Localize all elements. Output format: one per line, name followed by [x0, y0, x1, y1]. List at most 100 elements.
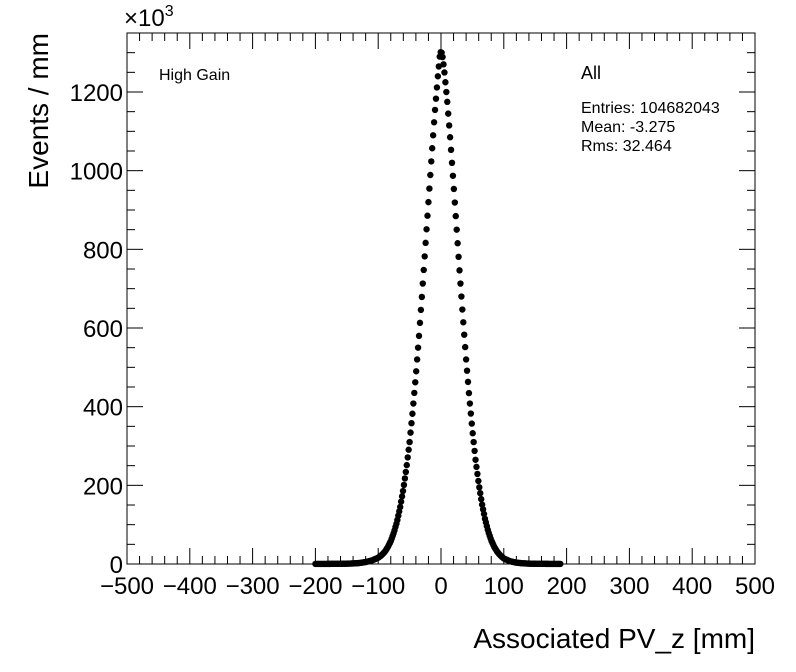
data-point: [468, 420, 475, 427]
data-point: [460, 319, 467, 326]
data-point: [434, 73, 442, 80]
data-point: [400, 481, 408, 489]
data-point: [415, 332, 423, 340]
data-point: [448, 159, 456, 166]
stats-mean: Mean: -3.275: [581, 119, 675, 136]
data-point: [428, 158, 435, 165]
data-point: [422, 239, 429, 247]
data-point: [418, 293, 426, 301]
data-point: [401, 475, 409, 482]
data-point: [416, 319, 424, 327]
x-tick-label: 200: [547, 573, 587, 600]
data-point: [443, 88, 450, 96]
x-axis-title: Associated PV_z [mm]: [473, 623, 755, 654]
data-point: [407, 429, 414, 436]
data-point: [399, 487, 407, 495]
y-tick-label: 0: [110, 552, 123, 579]
data-point: [475, 477, 482, 485]
y-tick-label: 200: [83, 473, 123, 500]
y-multiplier: ×103: [124, 3, 174, 32]
data-point: [470, 438, 477, 446]
data-point: [454, 240, 461, 247]
data-point: [473, 463, 480, 471]
data-point: [405, 446, 412, 453]
data-point: [445, 122, 453, 129]
data-point: [445, 110, 452, 117]
x-tick-label: 300: [609, 573, 649, 600]
data-point: [474, 470, 481, 478]
data-point: [425, 198, 432, 206]
y-tick-label: 400: [83, 395, 123, 422]
x-tick-label: −100: [351, 573, 405, 600]
y-tick-label: 600: [83, 316, 123, 343]
data-point: [469, 430, 476, 437]
stats-entries: Entries: 104682043: [581, 100, 720, 117]
data-markers: [312, 48, 564, 568]
data-point: [429, 132, 437, 139]
data-point: [463, 367, 471, 374]
data-point: [408, 419, 415, 427]
data-point: [398, 493, 406, 500]
ticks: [126, 32, 756, 565]
x-tick-label: 100: [484, 573, 524, 600]
data-point: [439, 53, 446, 61]
data-point: [413, 356, 421, 363]
data-point: [459, 306, 466, 313]
data-point: [477, 495, 485, 503]
data-point: [446, 134, 454, 141]
data-point: [457, 280, 464, 287]
stats-rms: Rms: 32.464: [581, 138, 672, 155]
data-point: [426, 185, 433, 192]
x-tick-label: 0: [434, 573, 447, 600]
stats-title: All: [581, 63, 601, 83]
data-point: [465, 389, 473, 397]
data-point: [449, 172, 457, 179]
data-point: [403, 461, 410, 469]
data-point: [404, 454, 411, 461]
data-point: [477, 490, 484, 497]
data-point: [427, 171, 434, 179]
data-point: [406, 438, 413, 446]
data-point: [466, 400, 474, 407]
data-point: [461, 343, 469, 351]
annotation-high-gain: High Gain: [159, 67, 230, 84]
y-tick-label: 1000: [70, 159, 123, 186]
data-point: [421, 253, 428, 260]
data-point: [467, 410, 475, 417]
data-point: [462, 356, 470, 363]
data-point: [455, 253, 462, 261]
y-tick-label: 1200: [70, 80, 123, 107]
data-point: [472, 456, 479, 463]
data-point: [414, 344, 422, 351]
data-point: [396, 503, 404, 511]
data-point: [423, 226, 430, 233]
data-point: [432, 95, 440, 102]
data-point: [441, 69, 448, 76]
tick-labels: −500 −400 −300 −200 −100 0 100 200 300 400 500 0 200…: [70, 80, 775, 600]
data-point: [444, 98, 451, 106]
x-tick-label: 400: [672, 573, 712, 600]
data-point: [471, 447, 478, 455]
data-point: [440, 61, 447, 68]
data-point: [433, 84, 441, 91]
data-point: [424, 212, 431, 219]
y-multiplier-exponent: 3: [165, 3, 174, 20]
data-point: [461, 331, 468, 338]
data-point: [447, 146, 455, 154]
data-point: [417, 306, 425, 314]
x-tick-label: −500: [100, 573, 154, 600]
data-point: [429, 145, 436, 152]
data-point: [458, 293, 465, 300]
data-point: [456, 267, 463, 274]
x-tick-label: −200: [288, 573, 342, 600]
x-tick-label: 500: [735, 573, 775, 600]
data-point: [419, 280, 426, 287]
data-point: [476, 484, 483, 491]
x-tick-label: −300: [226, 573, 280, 600]
data-point: [452, 212, 459, 220]
data-point: [411, 389, 418, 397]
data-point: [431, 106, 439, 114]
data-point: [451, 199, 459, 206]
data-point: [397, 498, 405, 505]
